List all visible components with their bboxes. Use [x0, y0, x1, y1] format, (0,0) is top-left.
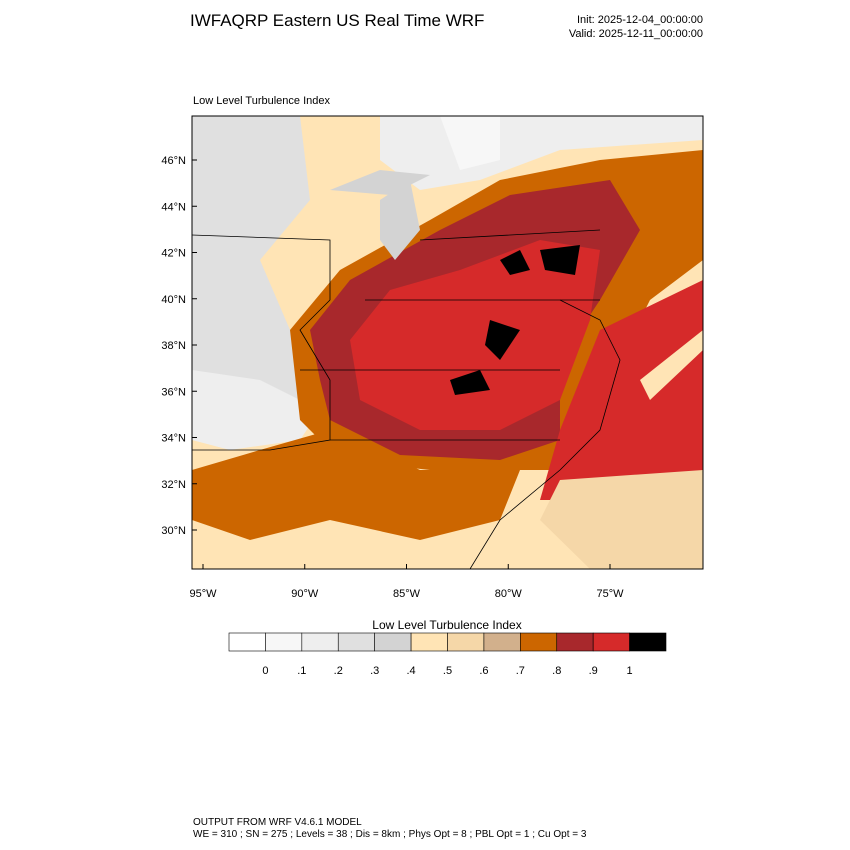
init-time: Init: 2025-12-04_00:00:00 — [577, 14, 703, 26]
lon-label: 80°W — [495, 588, 523, 600]
colorbar-label: .4 — [406, 665, 415, 677]
lat-label: 42°N — [161, 248, 186, 260]
colorbar-label: .7 — [516, 665, 525, 677]
colorbar: 0 .1 .2 .3 .4 .5 .6 .7 .8 .9 1 — [228, 632, 667, 677]
title: IWFAQRP Eastern US Real Time WRF — [190, 11, 484, 30]
map-frame — [191, 115, 704, 570]
lat-label: 32°N — [161, 479, 186, 491]
map-field — [192, 116, 703, 569]
colorbar-box — [374, 632, 412, 652]
colorbar-label: .2 — [334, 665, 343, 677]
footer-line: WE = 310 ; SN = 275 ; Levels = 38 ; Dis … — [193, 829, 587, 840]
colorbar-box — [629, 632, 667, 652]
lon-labels: 95°W 90°W 85°W 80°W 75°W — [189, 564, 624, 600]
colorbar-box — [228, 632, 266, 652]
lat-label: 44°N — [161, 201, 186, 213]
colorbar-label: 1 — [627, 665, 633, 677]
lat-label: 34°N — [161, 433, 186, 445]
colorbar-box — [447, 632, 485, 652]
lat-labels: 46°N 44°N 42°N 40°N 38°N 36°N 34°N 32°N 30°N — [161, 155, 197, 537]
lat-label: 36°N — [161, 386, 186, 398]
colorbar-box — [556, 632, 594, 652]
lat-label: 40°N — [161, 294, 186, 306]
map-title: Low Level Turbulence Index — [193, 95, 330, 107]
colorbar-box — [410, 632, 448, 652]
colorbar-box — [265, 632, 303, 652]
colorbar-box — [592, 632, 630, 652]
colorbar-label: .9 — [589, 665, 598, 677]
lon-label: 85°W — [393, 588, 421, 600]
lat-label: 38°N — [161, 340, 186, 352]
lon-label: 90°W — [291, 588, 319, 600]
colorbar-label: .8 — [552, 665, 561, 677]
colorbar-box — [301, 632, 339, 652]
lat-label: 46°N — [161, 155, 186, 167]
colorbar-box — [483, 632, 521, 652]
valid-time: Valid: 2025-12-11_00:00:00 — [569, 28, 703, 40]
colorbar-label: .5 — [443, 665, 452, 677]
colorbar-box — [520, 632, 558, 652]
footer-line: OUTPUT FROM WRF V4.6.1 MODEL — [193, 817, 362, 828]
colorbar-label: .3 — [370, 665, 379, 677]
lat-label: 30°N — [161, 525, 186, 537]
colorbar-title: Low Level Turbulence Index — [372, 618, 521, 632]
colorbar-label: 0 — [262, 665, 268, 677]
colorbar-box — [337, 632, 375, 652]
lon-label: 75°W — [596, 588, 624, 600]
colorbar-label: .6 — [479, 665, 488, 677]
lon-label: 95°W — [189, 588, 217, 600]
colorbar-label: .1 — [297, 665, 306, 677]
